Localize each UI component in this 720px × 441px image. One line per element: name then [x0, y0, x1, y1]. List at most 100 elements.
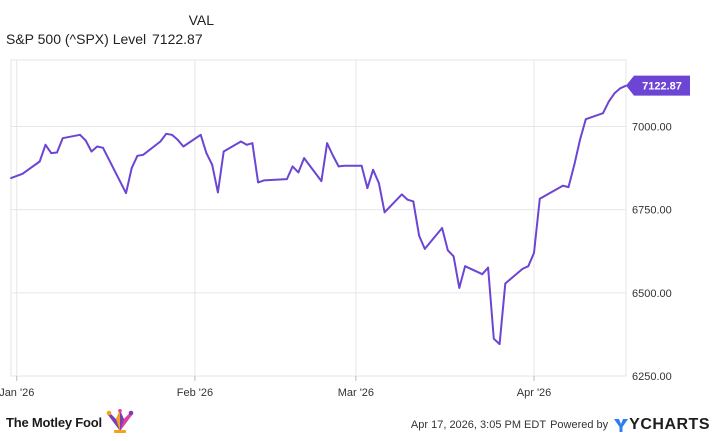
data-point [567, 186, 570, 188]
legend-series-label: S&P 500 (^SPX) Level [6, 31, 147, 47]
data-point [527, 265, 530, 268]
data-point [251, 142, 254, 145]
legend-header: VAL [188, 12, 214, 28]
data-point [579, 138, 581, 141]
data-point [84, 139, 87, 142]
data-point [171, 133, 173, 136]
timestamp: Apr 17, 2026, 3:05 PM EDT [410, 419, 547, 431]
data-point [257, 181, 260, 184]
data-point [383, 211, 386, 214]
data-point [136, 154, 139, 157]
data-point [602, 112, 604, 115]
data-point [446, 249, 449, 252]
data-point [56, 151, 58, 154]
data-point [159, 140, 162, 143]
data-point [372, 168, 375, 171]
data-point [538, 197, 541, 200]
data-point [205, 152, 208, 155]
y-tick-label: 7000.00 [632, 122, 672, 134]
data-point [291, 165, 294, 168]
brand-name: The Motley Fool [6, 414, 102, 430]
end-value-label: 7122.87 [642, 81, 682, 93]
y-tick-label: 6500.00 [632, 288, 672, 300]
data-point [297, 171, 300, 174]
data-point [573, 163, 576, 166]
data-point [90, 150, 93, 153]
data-point [176, 138, 179, 141]
data-point [458, 286, 461, 289]
data-point [165, 132, 168, 135]
data-point [262, 179, 265, 182]
data-point [303, 157, 306, 160]
data-point [521, 267, 524, 270]
motley-fool-logo: The Motley Fool [6, 409, 135, 435]
data-point [240, 140, 242, 143]
data-point [79, 133, 81, 136]
data-point [487, 266, 489, 269]
data-point [222, 150, 225, 153]
data-point [50, 152, 53, 155]
provider-name: YCHARTS [629, 416, 710, 433]
data-point [613, 92, 616, 95]
data-point [619, 87, 622, 90]
powered-by-label: Powered by [550, 419, 609, 431]
data-point [199, 133, 202, 136]
data-point [38, 160, 41, 163]
data-point [607, 100, 610, 103]
data-point [533, 252, 535, 254]
data-point [412, 200, 415, 203]
data-point [366, 187, 369, 189]
data-point [142, 153, 145, 156]
legend-row: S&P 500 (^SPX) Level 7122.87 [6, 31, 203, 47]
data-point [125, 192, 127, 194]
data-point [492, 337, 495, 340]
data-point [320, 180, 323, 182]
data-point [360, 164, 363, 167]
series-layer: 7122.87 [10, 75, 690, 346]
data-point [504, 282, 507, 285]
x-tick-label: Apr '26 [517, 387, 552, 399]
data-point [464, 265, 466, 268]
grid [10, 59, 627, 377]
data-point [44, 143, 47, 146]
data-point [406, 198, 409, 201]
x-tick-label: Jan '26 [0, 387, 34, 399]
data-point [285, 178, 288, 180]
legend-series-value: 7122.87 [152, 31, 203, 47]
data-point [217, 191, 219, 194]
y-tick-label: 6250.00 [632, 371, 672, 383]
data-point [331, 154, 334, 157]
data-point [343, 164, 346, 167]
data-point [452, 255, 455, 258]
y-tick-label: 6750.00 [632, 205, 672, 217]
chart-credit: Apr 17, 2026, 3:05 PM EDT Powered by YCH… [411, 416, 710, 434]
data-point [326, 142, 329, 145]
data-point [182, 145, 185, 148]
end-value-badge [626, 75, 690, 96]
x-tick-label: Mar '26 [338, 387, 374, 399]
jester-hat-icon [106, 409, 134, 433]
axes: 6250.00 6500.00 6750.00 7000.00 Jan '26 Feb '… [0, 122, 672, 399]
data-point [561, 184, 564, 187]
ycharts-y-icon [614, 419, 629, 432]
data-point [61, 137, 64, 140]
footer: The Motley Fool Apr 17, 2026, 3:05 PM ED… [0, 404, 720, 441]
data-point [498, 343, 501, 345]
data-point [10, 177, 12, 179]
data-point [481, 273, 484, 276]
data-point [337, 165, 340, 168]
data-point [245, 143, 248, 146]
ycharts-logo: YCHARTS [613, 416, 710, 434]
data-point [377, 182, 380, 184]
data-point [441, 227, 443, 229]
data-point [211, 163, 214, 166]
data-point [96, 145, 99, 148]
x-tick-label: Feb '26 [177, 387, 213, 399]
data-point [21, 172, 24, 175]
data-point [423, 248, 426, 250]
data-point [584, 118, 587, 121]
series-line [10, 84, 627, 346]
data-point [130, 167, 133, 170]
data-point [418, 234, 420, 237]
